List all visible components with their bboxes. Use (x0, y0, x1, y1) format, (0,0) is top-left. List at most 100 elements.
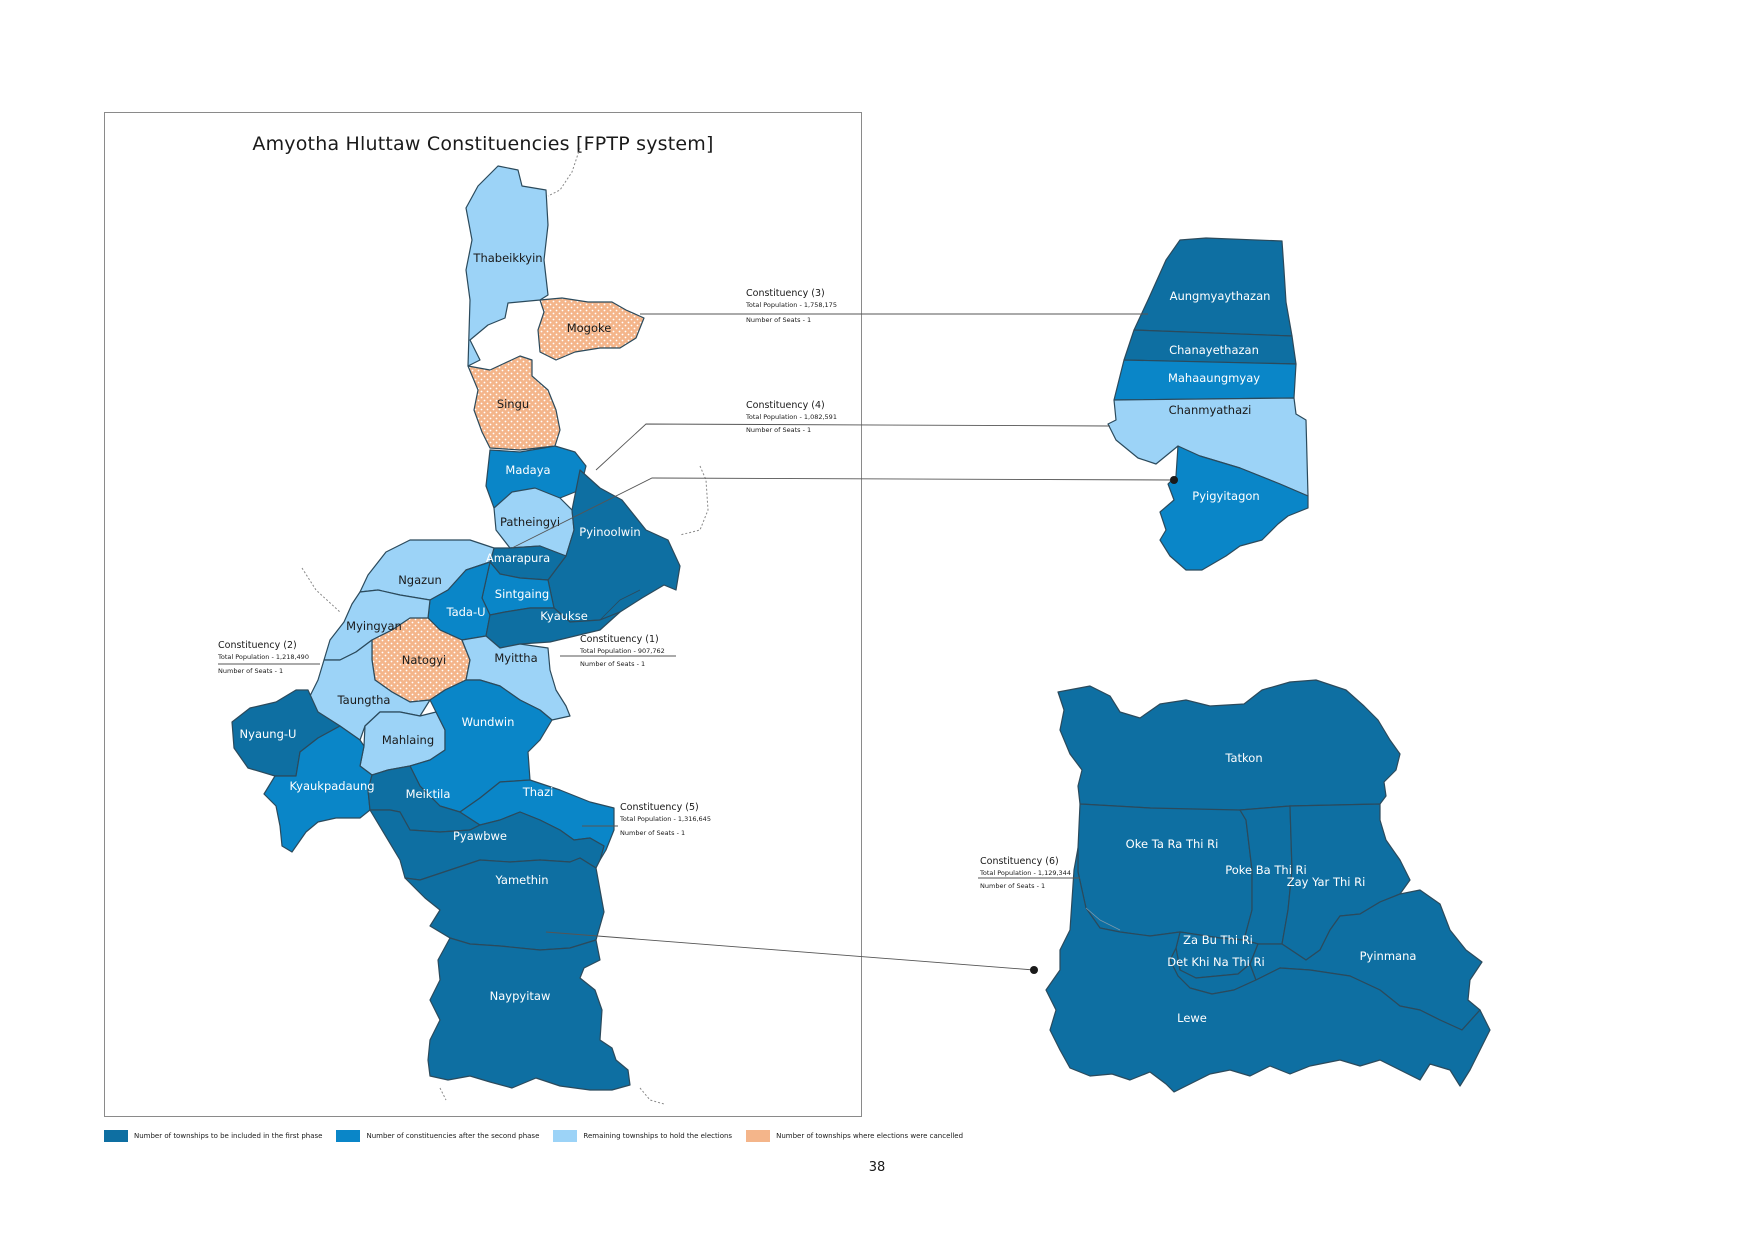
callout-c2-seats: Number of Seats - 1 (218, 667, 283, 675)
callout-c1-population: Total Population - 907,762 (579, 647, 665, 655)
label-pyawbwe: Pyawbwe (453, 829, 507, 843)
callout-c3-seats: Number of Seats - 1 (746, 316, 811, 324)
callout-c1-seats: Number of Seats - 1 (580, 660, 645, 668)
callout-c3-population: Total Population - 1,758,175 (745, 301, 837, 309)
label-wundwin: Wundwin (462, 715, 515, 729)
label-oke-ta-ra-thi-ri: Oke Ta Ra Thi Ri (1126, 837, 1219, 851)
label-taungtha: Taungtha (337, 693, 391, 707)
callout-c6-title: Constituency (6) (980, 856, 1059, 867)
callout-c4: Constituency (4) Total Population - 1,08… (745, 400, 837, 434)
inset-naypyitaw-labels: Tatkon Oke Ta Ra Thi Ri Poke Ba Thi Ri Z… (1126, 751, 1417, 1025)
label-chanayethazan: Chanayethazan (1169, 343, 1259, 357)
inset-mandalay-labels: Aungmyaythazan Chanayethazan Mahaaungmya… (1168, 289, 1270, 503)
callout-c2-population: Total Population - 1,218,490 (217, 653, 309, 661)
region-kyaukpadaung[interactable] (263, 725, 373, 853)
label-yamethin: Yamethin (494, 873, 548, 887)
legend-item-first-phase: Number of townships to be included in th… (104, 1130, 322, 1142)
label-madaya: Madaya (505, 463, 550, 477)
label-myittha: Myittha (494, 651, 537, 665)
region-thabeikkyin[interactable] (465, 165, 549, 367)
callout-c4-population: Total Population - 1,082,591 (745, 413, 837, 421)
label-meiktila: Meiktila (406, 787, 451, 801)
label-det-khi-na-thi-ri: Det Khi Na Thi Ri (1167, 955, 1264, 969)
leader-dot-c6 (1030, 966, 1038, 974)
label-kyaukse: Kyaukse (540, 609, 588, 623)
label-thazi: Thazi (522, 785, 554, 799)
legend-label: Number of constituencies after the secon… (366, 1132, 540, 1140)
label-nyaung-u: Nyaung-U (240, 727, 297, 741)
legend-item-cancelled: Number of townships where elections were… (746, 1130, 963, 1142)
label-mahaaungmyay: Mahaaungmyay (1168, 371, 1260, 385)
label-zay-yar-thi-ri: Zay Yar Thi Ri (1287, 875, 1366, 889)
page-number: 38 (868, 1160, 886, 1175)
label-poke-ba-thi-ri: Poke Ba Thi Ri (1225, 863, 1306, 877)
callout-c6: Constituency (6) Total Population - 1,12… (979, 856, 1071, 890)
callout-c6-seats: Number of Seats - 1 (980, 882, 1045, 890)
label-za-bu-thi-ri: Za Bu Thi Ri (1183, 933, 1253, 947)
map-frame (104, 112, 862, 1117)
region-pyinoolwin[interactable] (547, 469, 681, 623)
legend-swatch (746, 1130, 771, 1142)
region-aungmyaythazan[interactable] (1133, 237, 1293, 337)
label-pyinoolwin: Pyinoolwin (579, 525, 640, 539)
legend-swatch (553, 1130, 578, 1142)
legend-label: Number of townships to be included in th… (134, 1132, 323, 1140)
legend: Number of townships to be included in th… (104, 1130, 977, 1142)
label-patheingyi: Patheingyi (500, 515, 560, 529)
callout-c5-title: Constituency (5) (620, 802, 699, 813)
legend-label: Number of townships where elections were… (776, 1132, 964, 1140)
label-natogyi: Natogyi (402, 653, 447, 667)
label-lewe: Lewe (1177, 1011, 1207, 1025)
callout-c1: Constituency (1) Total Population - 907,… (579, 634, 665, 668)
label-sintgaing: Sintgaing (495, 587, 549, 601)
callout-c6-population: Total Population - 1,129,344 (979, 869, 1071, 877)
callout-c3: Constituency (3) Total Population - 1,75… (745, 288, 837, 324)
label-singu: Singu (497, 397, 529, 411)
label-tatkon: Tatkon (1224, 751, 1262, 765)
callouts: Constituency (3) Total Population - 1,75… (217, 288, 1071, 890)
leader-dot-c4b (1170, 476, 1178, 484)
label-myingyan: Myingyan (346, 619, 402, 633)
callout-c1-title: Constituency (1) (580, 634, 659, 645)
label-kyaukpadaung: Kyaukpadaung (289, 779, 374, 793)
region-pyigyitagon[interactable] (1159, 445, 1309, 571)
label-naypyitaw: Naypyitaw (490, 989, 551, 1003)
region-naypyitaw[interactable] (427, 937, 631, 1091)
callout-c4-seats: Number of Seats - 1 (746, 426, 811, 434)
callout-c5-seats: Number of Seats - 1 (620, 829, 685, 837)
label-pyigyitagon: Pyigyitagon (1192, 489, 1259, 503)
legend-item-remaining: Remaining townships to hold the election… (553, 1130, 732, 1142)
legend-swatch (104, 1130, 128, 1142)
external-boundaries (301, 147, 709, 1105)
callout-c4-title: Constituency (4) (746, 400, 825, 411)
leader-lines (218, 313, 1175, 971)
legend-swatch (336, 1130, 361, 1142)
region-mogoke[interactable] (537, 297, 645, 361)
label-pyinmana: Pyinmana (1360, 949, 1417, 963)
label-ngazun: Ngazun (398, 573, 442, 587)
label-amarapura: Amarapura (486, 551, 550, 565)
internal-boundary (599, 589, 641, 621)
label-chanmyathazi: Chanmyathazi (1169, 403, 1252, 417)
region-tatkon[interactable] (1057, 679, 1401, 813)
callout-c3-title: Constituency (3) (746, 288, 825, 299)
callout-c2-title: Constituency (2) (218, 640, 297, 651)
legend-label: Remaining townships to hold the election… (583, 1132, 733, 1140)
region-wundwin[interactable] (409, 679, 553, 813)
main-map-labels: Thabeikkyin Mogoke Singu Madaya Patheing… (240, 251, 641, 1003)
region-lewe[interactable] (1045, 847, 1491, 1093)
inset-mandalay (1107, 237, 1309, 571)
label-tada-u: Tada-U (445, 605, 485, 619)
label-aungmyaythazan: Aungmyaythazan (1170, 289, 1271, 303)
map-title: Amyotha Hluttaw Constituencies [FPTP sys… (252, 133, 714, 155)
legend-item-second-phase: Number of constituencies after the secon… (336, 1130, 539, 1142)
label-thabeikkyin: Thabeikkyin (472, 251, 542, 265)
inset-naypyitaw-internal (1085, 907, 1121, 931)
label-mogoke: Mogoke (567, 321, 612, 335)
inset-naypyitaw (1045, 679, 1491, 1093)
region-yamethin[interactable] (404, 857, 605, 951)
callout-c2: Constituency (2) Total Population - 1,21… (217, 640, 309, 675)
callout-c5-population: Total Population - 1,316,645 (619, 815, 711, 823)
region-singu[interactable] (467, 355, 561, 451)
